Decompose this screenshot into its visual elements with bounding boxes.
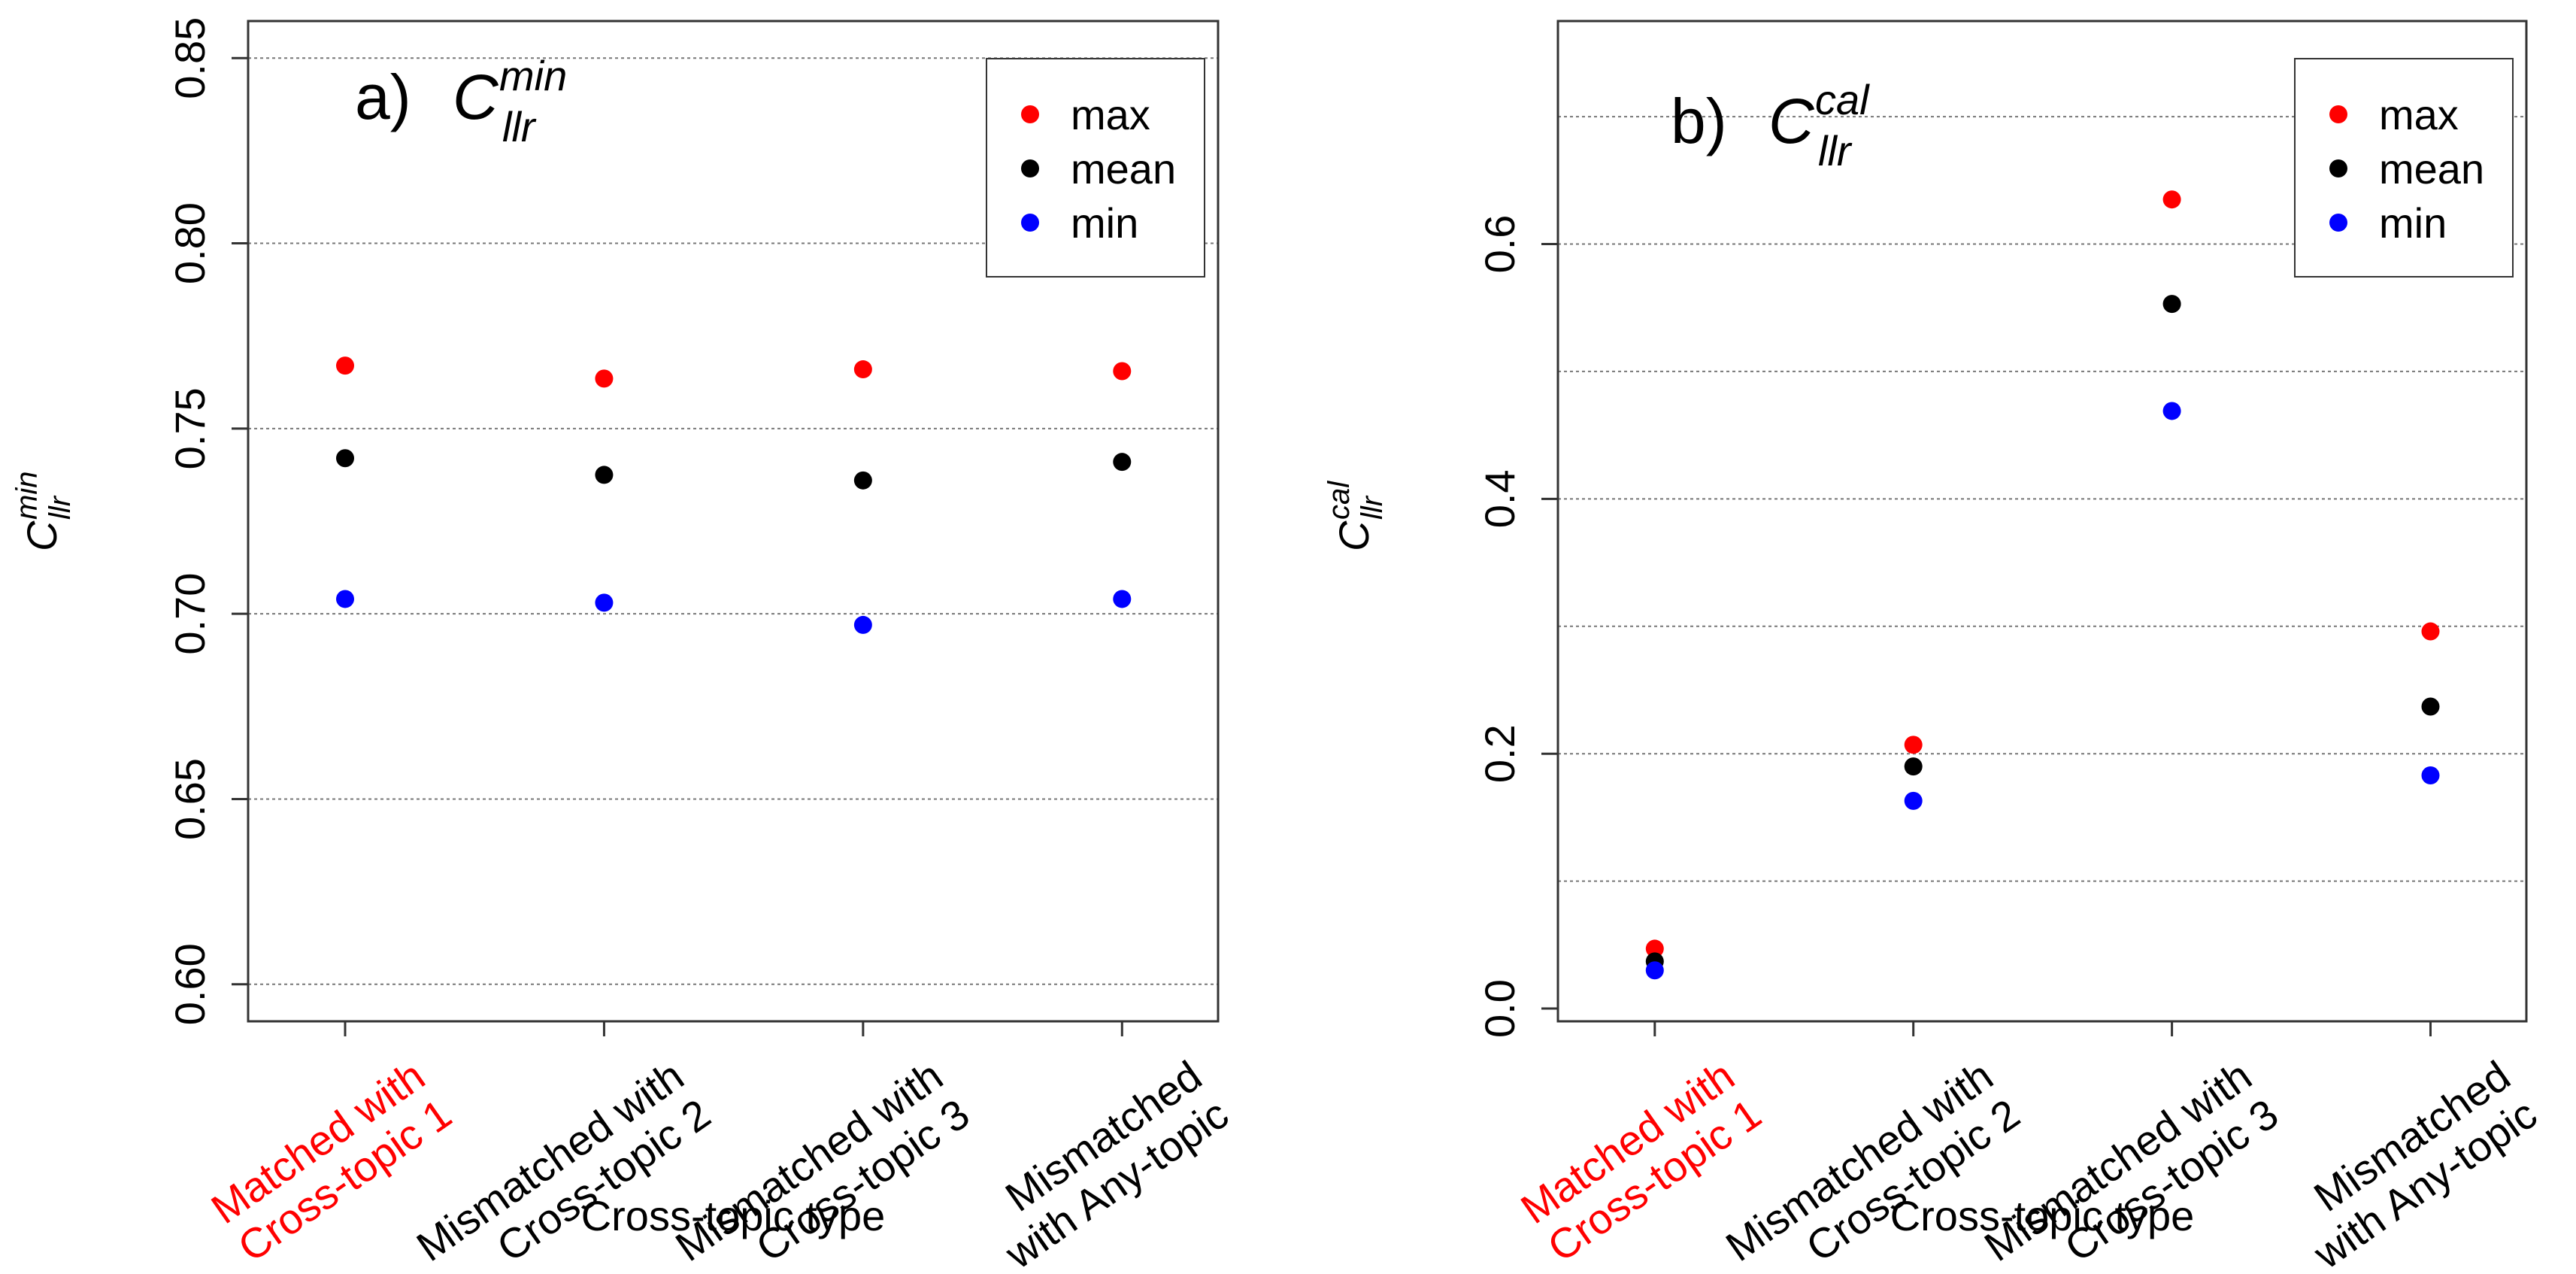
point-mean-3 xyxy=(2421,697,2440,716)
y-axis-title-subscript: llr xyxy=(1356,495,1389,520)
point-min-2 xyxy=(853,615,872,634)
point-mean-3 xyxy=(1113,453,1132,472)
x-axis-title: Cross-topic type xyxy=(581,1192,886,1239)
legend-marker-mean xyxy=(2329,159,2347,177)
legend-label-min: min xyxy=(1071,199,1138,247)
legend-marker-max xyxy=(1021,105,1039,123)
point-mean-0 xyxy=(336,449,354,468)
point-max-2 xyxy=(2162,190,2181,209)
point-mean-2 xyxy=(2162,295,2181,314)
x-axis-title: Cross-topic type xyxy=(1890,1192,2195,1239)
point-min-3 xyxy=(1113,590,1132,608)
legend-label-max: max xyxy=(1071,91,1150,138)
legend-label-mean: mean xyxy=(2379,145,2484,193)
y-tick-label: 0.4 xyxy=(1476,469,1523,528)
y-tick-label: 0.65 xyxy=(166,758,214,840)
point-min-3 xyxy=(2421,766,2440,785)
y-tick-label: 0.70 xyxy=(166,573,214,655)
point-max-0 xyxy=(336,356,354,375)
panel-title-subscript: llr xyxy=(502,103,537,150)
point-max-1 xyxy=(595,369,614,388)
legend-label-mean: mean xyxy=(1071,145,1176,193)
point-mean-1 xyxy=(1904,757,1923,776)
panel-title-superscript: cal xyxy=(1815,76,1870,123)
plot-frame xyxy=(1556,20,2528,1023)
y-tick-label: 0.80 xyxy=(166,202,214,284)
plot-frame xyxy=(247,20,1220,1023)
y-tick-label: 0.60 xyxy=(166,943,214,1025)
y-tick-label: 0.0 xyxy=(1476,979,1523,1038)
panel-title-subscript: llr xyxy=(1818,127,1853,174)
y-tick-label: 0.75 xyxy=(166,387,214,469)
point-min-0 xyxy=(1645,961,1664,980)
y-axis-title-superscript: cal xyxy=(1323,481,1356,520)
y-axis-title-superscript: min xyxy=(11,472,44,520)
legend-marker-min xyxy=(2329,214,2347,232)
panel-letter: b) xyxy=(1671,86,1727,156)
legend-marker-max xyxy=(2329,105,2347,123)
point-max-2 xyxy=(853,360,872,379)
legend-label-max: max xyxy=(2379,91,2459,138)
point-min-1 xyxy=(595,593,614,612)
panel-title-symbol: C xyxy=(453,62,499,132)
point-max-0 xyxy=(1645,939,1664,958)
y-axis-title-symbol: C xyxy=(18,520,65,551)
point-max-1 xyxy=(1904,736,1923,754)
point-max-3 xyxy=(1113,362,1132,381)
y-tick-label: 0.85 xyxy=(166,17,214,99)
point-min-2 xyxy=(2162,402,2181,420)
point-mean-1 xyxy=(595,466,614,484)
legend-label-min: min xyxy=(2379,199,2447,247)
point-max-3 xyxy=(2421,622,2440,641)
legend-marker-mean xyxy=(1021,159,1039,177)
point-min-1 xyxy=(1904,791,1923,810)
y-axis-title-subscript: llr xyxy=(44,495,77,520)
y-tick-label: 0.2 xyxy=(1476,724,1523,783)
panel-letter: a) xyxy=(355,62,411,132)
point-min-0 xyxy=(336,590,354,608)
point-mean-2 xyxy=(853,471,872,490)
legend-marker-min xyxy=(1021,214,1039,232)
y-axis-title-symbol: C xyxy=(1330,520,1377,551)
y-tick-label: 0.6 xyxy=(1476,215,1523,274)
panel-title-superscript: min xyxy=(499,52,567,99)
panel-title-symbol: C xyxy=(1768,86,1815,156)
